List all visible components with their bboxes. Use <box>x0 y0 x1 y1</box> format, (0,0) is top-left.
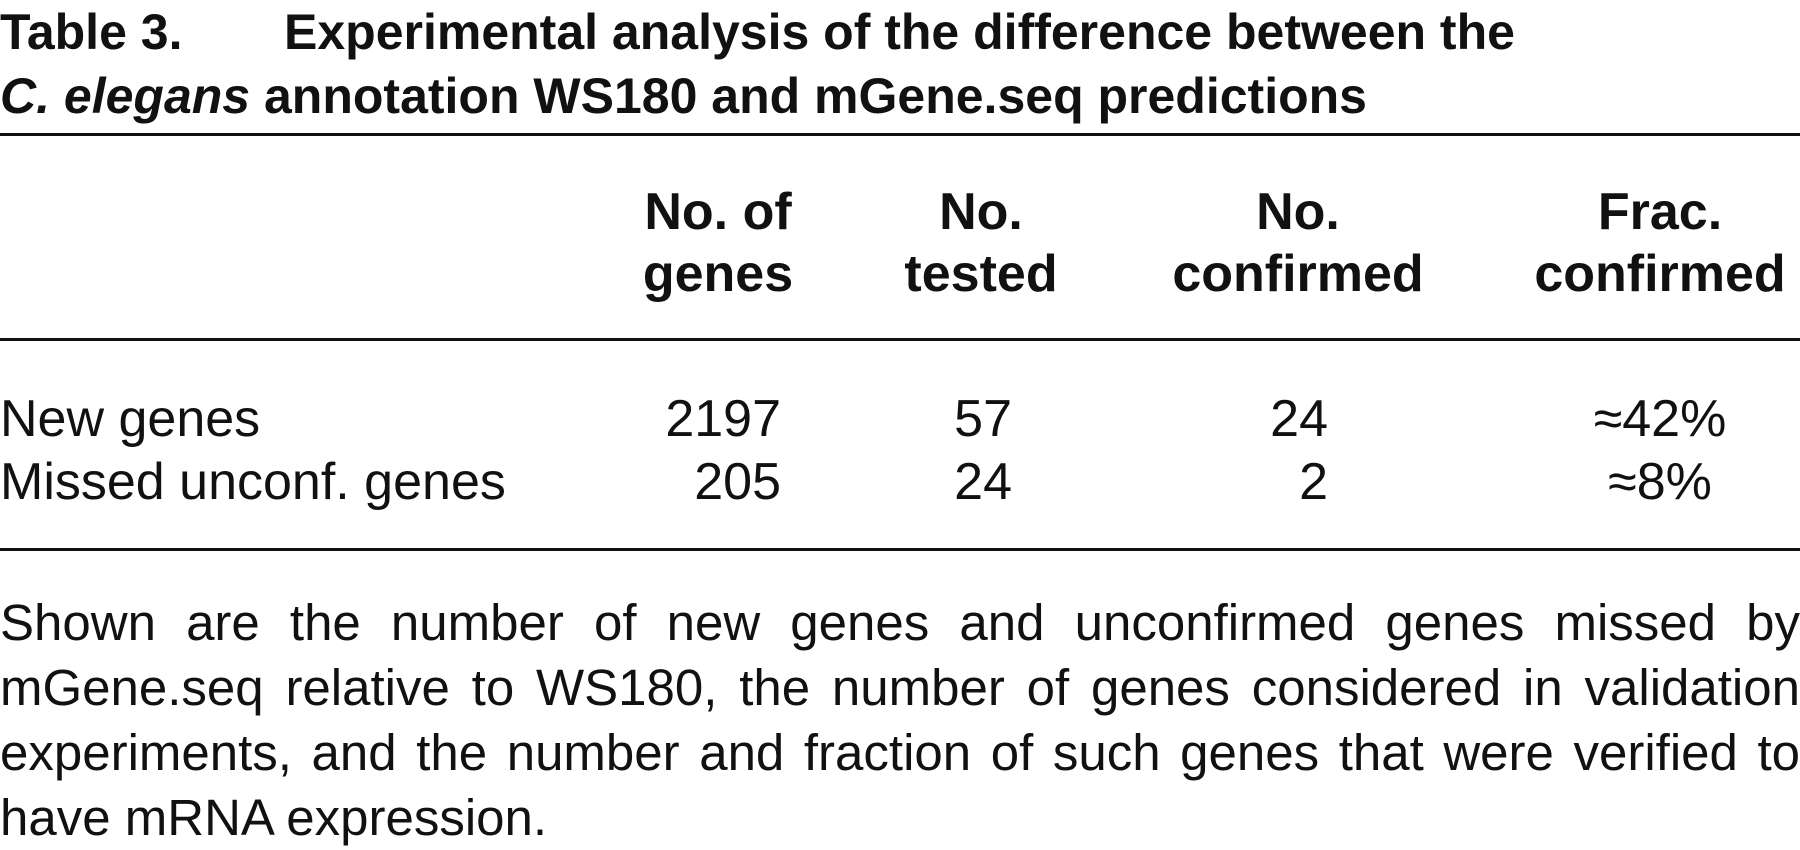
top-rule <box>0 133 1800 136</box>
table-cell: ≈42% <box>1593 390 1727 448</box>
table-caption: Table 3. Experimental analysis of the dif… <box>0 0 1800 128</box>
column-header: confirmed <box>1172 245 1424 303</box>
row-label: New genes <box>0 390 261 448</box>
column-header: genes <box>642 245 794 303</box>
table-cell: 57 <box>954 390 1012 448</box>
table-cell: 2197 <box>665 390 781 448</box>
column-header: tested <box>904 245 1058 303</box>
table-cell: 205 <box>694 453 781 511</box>
column-header: No. <box>1256 183 1340 241</box>
caption-species: C. elegans <box>0 68 251 124</box>
column-header: No. <box>939 183 1023 241</box>
caption-label: Table 3. <box>0 4 183 60</box>
row-label: Missed unconf. genes <box>0 453 506 511</box>
column-header: Frac. <box>1597 183 1723 241</box>
footnote: Shown are the number of new genes and un… <box>0 594 1800 846</box>
table-cell: ≈8% <box>1608 453 1712 511</box>
table-cell: 24 <box>954 453 1012 511</box>
caption-title: annotation WS180 and mGene.seq predictio… <box>250 68 1367 124</box>
header-rule <box>0 338 1800 341</box>
column-header: confirmed <box>1534 245 1786 303</box>
table-cell: 2 <box>1299 453 1328 511</box>
column-header: No. of <box>644 183 792 241</box>
bottom-rule <box>0 548 1800 551</box>
caption-title: Experimental analysis of the difference … <box>284 4 1515 60</box>
table-cell: 24 <box>1270 390 1328 448</box>
